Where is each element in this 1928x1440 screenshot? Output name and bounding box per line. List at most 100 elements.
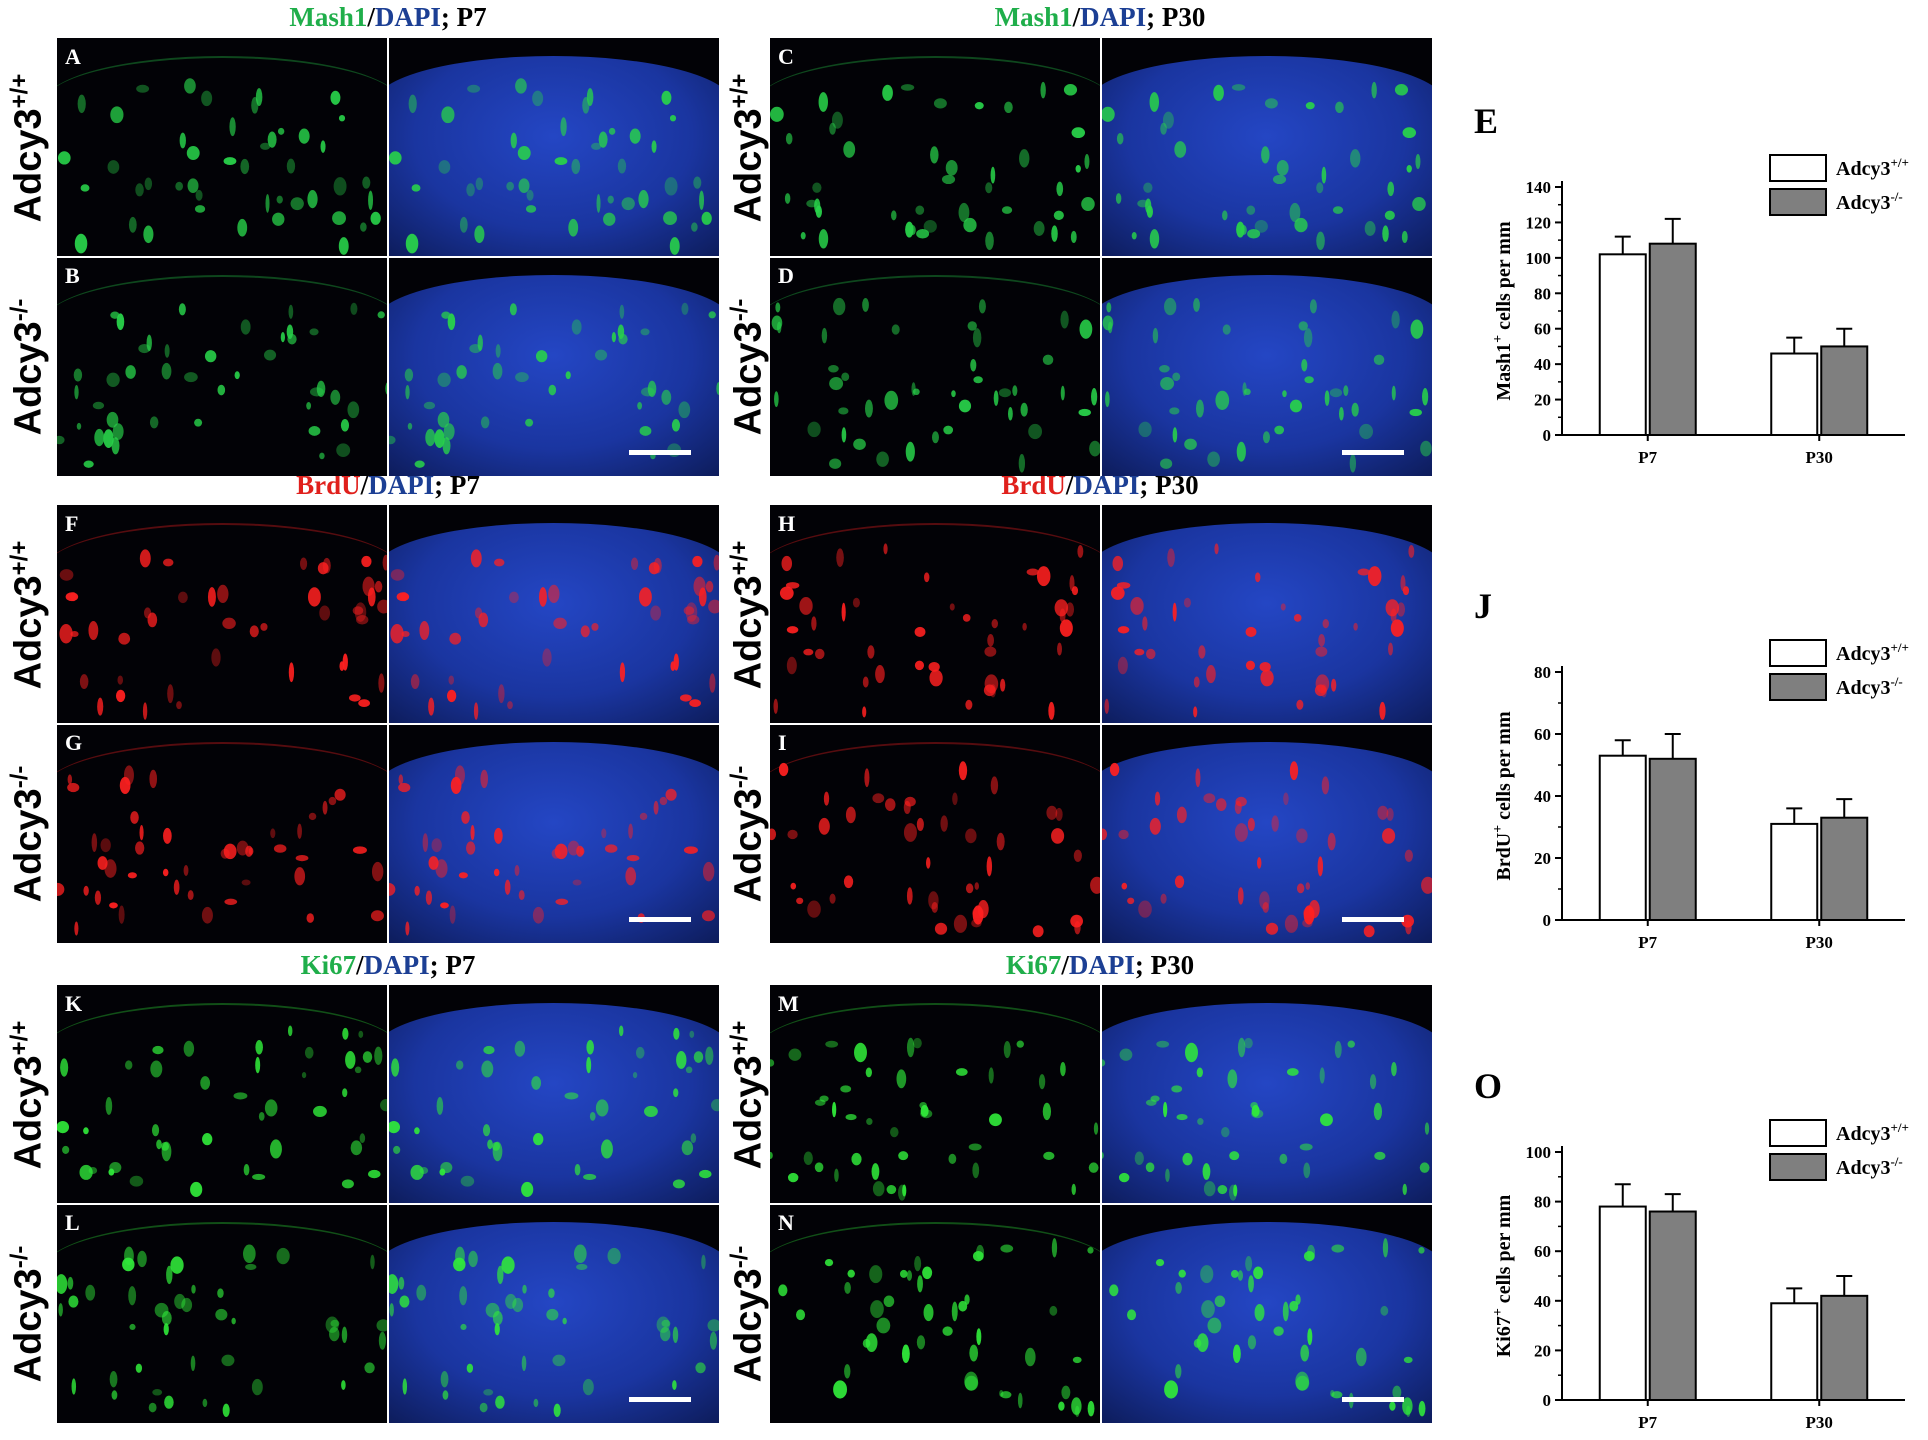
- genotype-base: Adcy3: [727, 574, 770, 689]
- legend-label-superscript: +/+: [1890, 155, 1908, 170]
- marker-micrograph: [770, 38, 1101, 257]
- panel-label-M: M: [778, 991, 799, 1016]
- tissue-outline: [770, 741, 1101, 943]
- marker-name: Mash1: [994, 2, 1073, 32]
- panel-label-F: F: [65, 511, 79, 536]
- marker-name: Mash1: [289, 2, 368, 32]
- tissue-outline: [57, 55, 388, 257]
- legend-label-base: Adcy3: [1836, 1123, 1890, 1145]
- genotype-superscript: -/-: [726, 1245, 753, 1268]
- x-tick-label: P7: [1638, 933, 1657, 952]
- separator: /: [367, 2, 375, 32]
- y-axis-label: Mash1+ cells per mm: [1491, 221, 1515, 401]
- separator: /: [1072, 2, 1081, 32]
- panel-label-L: L: [65, 1210, 80, 1235]
- marker-micrograph: [57, 724, 388, 943]
- age-label: ; P30: [1146, 2, 1206, 32]
- genotype-knockout-label: Adcy3-/-: [6, 1204, 54, 1424]
- legend-label: Adcy3-/-: [1836, 674, 1903, 699]
- dapi-label: DAPI: [1080, 2, 1147, 32]
- genotype-knockout-label: Adcy3-/-: [6, 724, 54, 944]
- bar: [1598, 253, 1647, 436]
- tissue-outline: [57, 741, 388, 943]
- labeled-cells: [1101, 1037, 1430, 1201]
- y-axis-label-superscript: +: [1491, 825, 1506, 833]
- merged-micrograph: [388, 505, 719, 724]
- genotype-superscript: +/+: [6, 1020, 33, 1055]
- genotype-knockout-label: Adcy3-/-: [726, 1204, 774, 1424]
- merged-micrograph: [388, 985, 719, 1204]
- panel-letter: J: [1474, 586, 1492, 626]
- legend-label-superscript: +/+: [1890, 1120, 1908, 1135]
- merged-micrograph: [388, 1204, 719, 1423]
- legend-label-base: Adcy3: [1836, 1157, 1890, 1179]
- labeled-cells: [57, 302, 388, 468]
- scale-bar: [1342, 450, 1404, 455]
- labeled-cells: [1102, 297, 1432, 473]
- genotype-wildtype-label: Adcy3+/+: [6, 38, 54, 258]
- y-axis-label-base: Ki67: [1493, 1316, 1515, 1357]
- genotype-superscript: -/-: [6, 1245, 33, 1268]
- stain-title-right: Mash1/DAPI; P30: [900, 2, 1300, 33]
- y-axis-label-rest: cells per mm: [1493, 711, 1515, 825]
- genotype-base: Adcy3: [7, 787, 50, 902]
- marker-micrograph: [57, 38, 388, 257]
- bar: [1770, 1302, 1819, 1401]
- labeled-cells: [771, 297, 1101, 473]
- separator: /: [356, 950, 364, 980]
- age-label: ; P7: [429, 950, 476, 980]
- bar: [1820, 1294, 1869, 1401]
- genotype-base: Adcy3: [7, 320, 50, 435]
- marker-micrograph: [770, 1204, 1101, 1423]
- genotype-base: Adcy3: [7, 1267, 50, 1382]
- dapi-label: DAPI: [1068, 950, 1135, 980]
- genotype-base: Adcy3: [7, 1054, 50, 1169]
- x-tick-label: P30: [1806, 933, 1833, 952]
- genotype-knockout-label: Adcy3-/-: [726, 724, 774, 944]
- stain-title-right: Ki67/DAPI; P30: [900, 950, 1300, 981]
- genotype-superscript: -/-: [726, 298, 753, 321]
- separator: /: [1065, 470, 1074, 500]
- scale-bar: [629, 917, 691, 922]
- y-tick-label: 60: [1534, 1242, 1551, 1261]
- scale-bar: [629, 1397, 691, 1402]
- bar: [1648, 242, 1697, 436]
- y-axis-label: Ki67+ cells per mm: [1491, 1194, 1515, 1357]
- legend-label-superscript: -/-: [1890, 189, 1902, 204]
- merged-micrograph: [388, 257, 719, 476]
- genotype-base: Adcy3: [7, 107, 50, 222]
- age-label: ; P7: [440, 2, 487, 32]
- marker-micrograph: [770, 257, 1101, 476]
- dapi-tissue: [388, 1221, 719, 1423]
- y-axis-label-rest: cells per mm: [1493, 1194, 1515, 1308]
- tissue-outline: [57, 274, 388, 476]
- labeled-cells: [57, 765, 384, 936]
- tissue-outline: [770, 274, 1101, 476]
- legend-label: Adcy3+/+: [1836, 640, 1909, 665]
- genotype-superscript: +/+: [726, 540, 753, 575]
- genotype-knockout-label: Adcy3-/-: [6, 257, 54, 477]
- genotype-base: Adcy3: [727, 107, 770, 222]
- genotype-superscript: +/+: [726, 1020, 753, 1055]
- y-tick-label: 60: [1534, 725, 1551, 744]
- genotype-wildtype-label: Adcy3+/+: [726, 38, 774, 258]
- genotype-wildtype-label: Adcy3+/+: [6, 505, 54, 725]
- y-tick-label: 140: [1526, 178, 1552, 197]
- y-tick-label: 60: [1534, 320, 1551, 339]
- tissue-outline: [57, 1002, 388, 1204]
- legend-label: Adcy3+/+: [1836, 155, 1909, 180]
- labeled-cells: [778, 1238, 1095, 1418]
- separator: /: [1061, 950, 1069, 980]
- bar: [1648, 757, 1697, 921]
- y-tick-label: 80: [1534, 284, 1551, 303]
- labeled-cells: [1104, 543, 1415, 720]
- panel-label-I: I: [778, 730, 787, 755]
- panel-divider-horizontal: [770, 723, 1432, 725]
- bar: [1820, 345, 1869, 436]
- y-axis-label: BrdU+ cells per mm: [1491, 711, 1515, 881]
- labeled-cells: [1109, 1238, 1426, 1418]
